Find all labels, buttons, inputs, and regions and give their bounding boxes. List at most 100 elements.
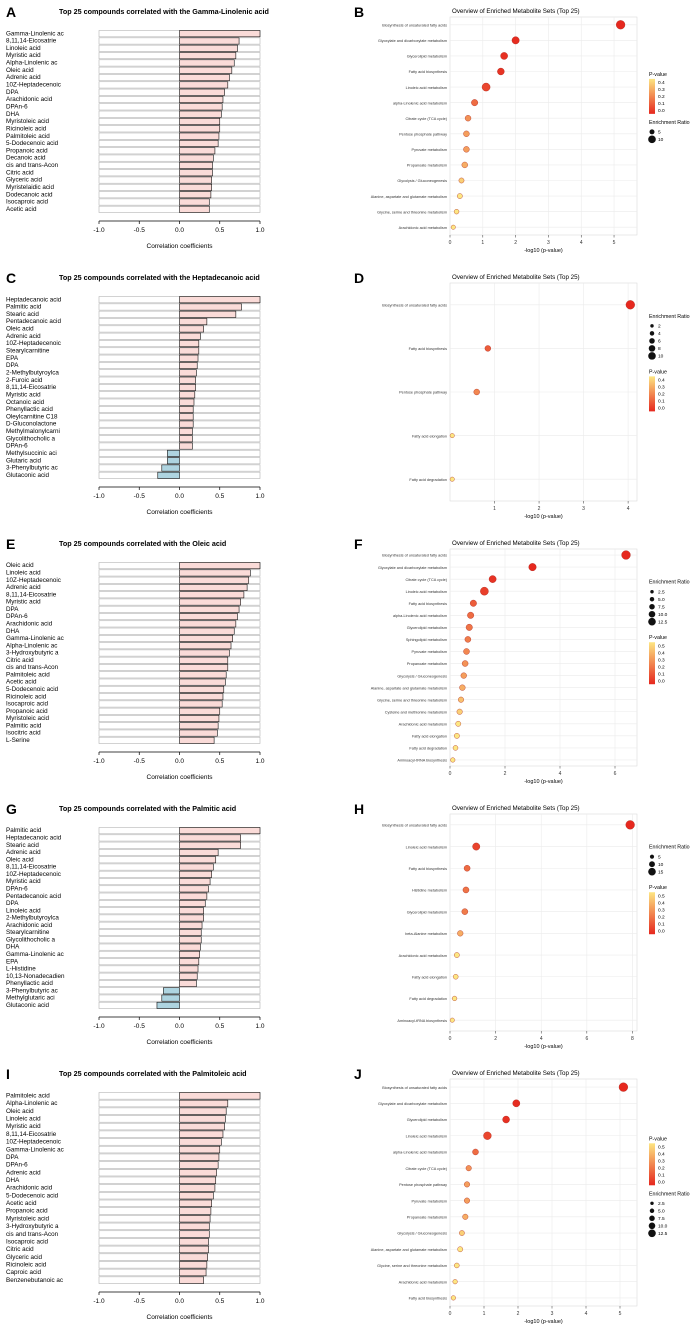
category-label: Myristoleic acid	[6, 1215, 50, 1222]
category-label: 10Z-Heptadecenoic	[6, 577, 61, 584]
x-tick-label: 0.5	[215, 1298, 224, 1305]
category-label: 8,11,14-Eicosatrie	[6, 38, 57, 45]
category-label: Palmitoleic acid	[6, 671, 50, 678]
bar	[179, 74, 230, 82]
category-label: L-Serine	[6, 737, 30, 744]
bar	[179, 205, 210, 213]
pvalue-legend-label: 0.0	[658, 108, 665, 114]
chart-title: Top 25 compounds correlated with the Hep…	[59, 273, 260, 282]
pvalue-legend-label: 0.3	[658, 385, 665, 391]
bar	[179, 1145, 221, 1154]
bar	[179, 936, 202, 944]
x-tick-label: 4	[559, 771, 562, 777]
bar	[179, 678, 226, 686]
category-label: Linoleic acid	[6, 1116, 41, 1123]
pvalue-legend-label: 0.4	[658, 651, 665, 657]
ratio-legend-dot	[648, 867, 656, 876]
bar	[179, 722, 219, 730]
x-tick-label: 0	[449, 240, 452, 246]
category-label: Glyoxylate and dicarboxylate metabolism	[378, 1102, 447, 1106]
bar	[179, 591, 245, 599]
x-tick-label: 1.0	[255, 1298, 264, 1305]
x-tick-label: 0.5	[215, 758, 224, 765]
ratio-legend-label: 8	[658, 346, 661, 352]
data-point	[463, 130, 470, 137]
category-label: beta-Alanine metabolism	[405, 932, 447, 936]
panel-letter: F	[354, 536, 363, 552]
category-label: alpha-Linolenic acid metabolism	[393, 614, 447, 618]
x-tick-label: 3	[551, 1311, 554, 1317]
category-label: Arachidonic acid metabolism	[399, 723, 447, 727]
bar	[179, 841, 241, 849]
bar	[179, 1153, 220, 1161]
bar	[179, 834, 241, 842]
x-tick-label: -1.0	[93, 1298, 105, 1305]
ratio-legend-label: 7.5	[658, 1216, 665, 1222]
panel-letter: D	[354, 270, 364, 286]
ratio-legend-dot	[648, 610, 656, 618]
category-label: Glycine, serine and threonine metabolism	[377, 210, 447, 214]
ratio-legend-dot	[649, 596, 655, 602]
category-label: Arachidonic acid	[6, 922, 53, 929]
data-point	[473, 388, 480, 396]
bar	[179, 878, 211, 886]
x-tick-label: -1.0	[93, 1023, 105, 1030]
category-label: Isocitric acid	[6, 730, 41, 737]
pvalue-colorbar	[649, 892, 655, 935]
panel-c: C Top 25 compounds correlated with the He…	[6, 270, 265, 516]
category-label: Alanine, aspartate and glutamate metabol…	[371, 195, 447, 199]
pvalue-legend-title: P-value	[649, 369, 667, 375]
data-point	[483, 1131, 492, 1140]
bar	[179, 347, 200, 355]
data-point	[461, 660, 469, 667]
bar	[179, 856, 217, 864]
bar	[179, 1207, 212, 1215]
ratio-legend-dot	[648, 135, 656, 144]
ratio-legend-label: 2.5	[658, 590, 665, 596]
bar	[179, 649, 230, 657]
bar	[179, 921, 203, 929]
data-point	[461, 161, 468, 169]
data-point	[458, 696, 464, 703]
bar	[179, 605, 240, 613]
panel-h: H Overview of Enriched Metabolite Sets (T…	[354, 801, 690, 1050]
pvalue-legend-label: 0.4	[658, 378, 665, 384]
bar	[179, 420, 194, 428]
bar	[179, 827, 261, 835]
category-label: Caproic acid	[6, 1269, 41, 1276]
x-tick-label: 1.0	[255, 1023, 264, 1030]
x-axis-title: -log10 (p-value)	[524, 1319, 563, 1325]
bar	[179, 729, 218, 737]
category-label: Adrenic acid	[6, 74, 41, 81]
category-label: alpha-Linolenic acid metabolism	[393, 101, 447, 105]
ratio-legend-label: 10	[658, 862, 664, 868]
bar	[179, 59, 235, 67]
data-point	[463, 648, 470, 655]
pvalue-legend-label: 0.1	[658, 399, 665, 405]
category-label: Myristic acid	[6, 52, 41, 59]
category-label: Oleylcarnitine C18	[6, 413, 58, 420]
category-label: Alpha-Linolenic ac	[6, 642, 57, 649]
category-label: Glycerolipid metabolism	[407, 910, 447, 914]
category-label: D-Gluconolactone	[6, 421, 57, 428]
category-label: Glycerolipid metabolism	[407, 55, 447, 59]
category-label: cis and trans-Acon	[6, 1231, 59, 1238]
data-point	[456, 708, 463, 715]
panel-i: I Top 25 compounds correlated with the Pa…	[6, 1066, 265, 1321]
category-label: Glutaric acid	[6, 457, 41, 464]
category-label: 5-Dodecenoic acid	[6, 1192, 59, 1199]
panel-d: D Overview of Enriched Metabolite Sets (T…	[354, 270, 690, 520]
chart-title: Top 25 compounds correlated with the Pal…	[59, 804, 236, 813]
pvalue-legend-label: 0.4	[658, 901, 665, 907]
bar	[167, 449, 180, 457]
pvalue-legend-label: 0.2	[658, 665, 665, 671]
category-label: 5-Dodecenoic acid	[6, 140, 59, 147]
category-label: Dodecanoic acid	[6, 191, 53, 198]
pvalue-colorbar	[649, 78, 655, 114]
category-label: Myristoleic acid	[6, 715, 50, 722]
data-point	[454, 733, 460, 739]
ratio-legend-label: 12.5	[658, 1231, 668, 1237]
bar	[179, 384, 196, 391]
category-label: Heptadecanoic acid	[6, 835, 62, 842]
